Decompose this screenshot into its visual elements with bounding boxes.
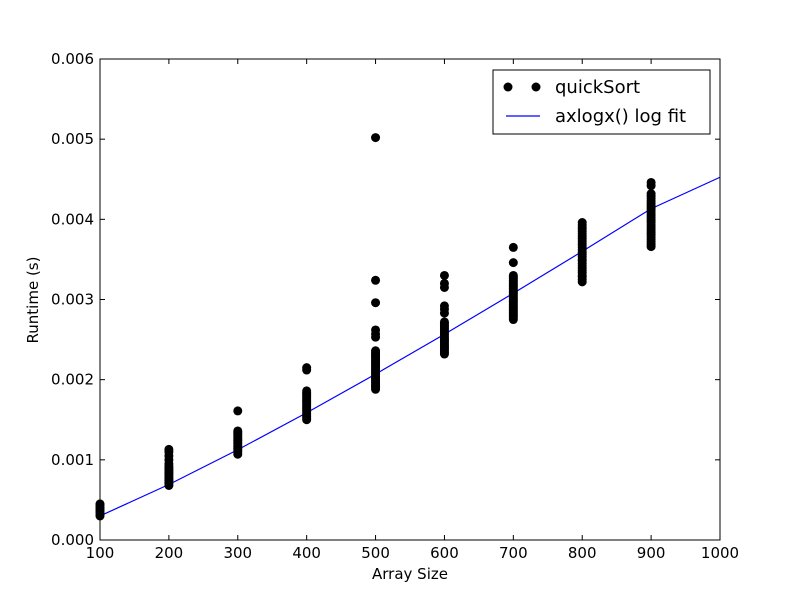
x-tick-label: 400 [292,544,321,562]
quicksort-point [508,258,518,268]
y-tick-label: 0.004 [51,210,94,228]
y-axis: 0.000 0.001 0.002 0.003 0.004 0.005 0.006 [51,50,720,549]
x-tick-label: 500 [361,544,390,562]
x-tick-label: 1000 [701,544,739,562]
legend-marker-quicksort-2 [531,82,541,92]
quicksort-point [371,325,381,335]
y-tick-label: 0.002 [51,371,94,389]
x-axis: 100 200 300 400 500 600 700 800 900 1000 [86,59,739,562]
quicksort-point [164,444,174,454]
quicksort-point [302,363,312,373]
quicksort-point [508,270,518,280]
x-tick-label: 900 [637,544,666,562]
quicksort-point [508,242,518,252]
x-tick-label: 200 [155,544,184,562]
y-tick-label: 0.000 [51,531,94,549]
y-tick-label: 0.006 [51,50,94,68]
fit-line-layer [99,176,721,517]
quicksort-point [371,133,381,143]
quicksort-point [302,386,312,396]
x-tick-label: 100 [86,544,115,562]
x-axis-label: Array Size [372,565,448,583]
legend-label-fit: axlogx() log fit [555,106,686,127]
plot-area [100,59,720,540]
quicksort-point [371,298,381,308]
quicksort-point [439,317,449,327]
x-tick-label: 700 [499,544,528,562]
y-axis-label: Runtime (s) [24,257,42,344]
quicksort-point [646,177,656,187]
quicksort-point [233,426,243,436]
quicksort-point [439,278,449,288]
quicksort-point [646,189,656,199]
legend-label-quicksort: quickSort [555,77,640,98]
quicksort-point [577,218,587,228]
legend-marker-quicksort-1 [503,82,513,92]
y-tick-label: 0.005 [51,130,94,148]
quicksort-point [371,275,381,285]
legend: quickSort axlogx() log fit [492,69,711,135]
y-tick-label: 0.001 [51,451,94,469]
quicksort-point [439,301,449,311]
quicksort-point [233,406,243,416]
y-tick-label: 0.003 [51,291,94,309]
x-tick-label: 600 [430,544,459,562]
x-tick-label: 300 [223,544,252,562]
x-tick-label: 800 [568,544,597,562]
fit-line [99,176,721,517]
quicksort-point [439,270,449,280]
quicksort-point [371,346,381,356]
legend-box [492,69,711,135]
